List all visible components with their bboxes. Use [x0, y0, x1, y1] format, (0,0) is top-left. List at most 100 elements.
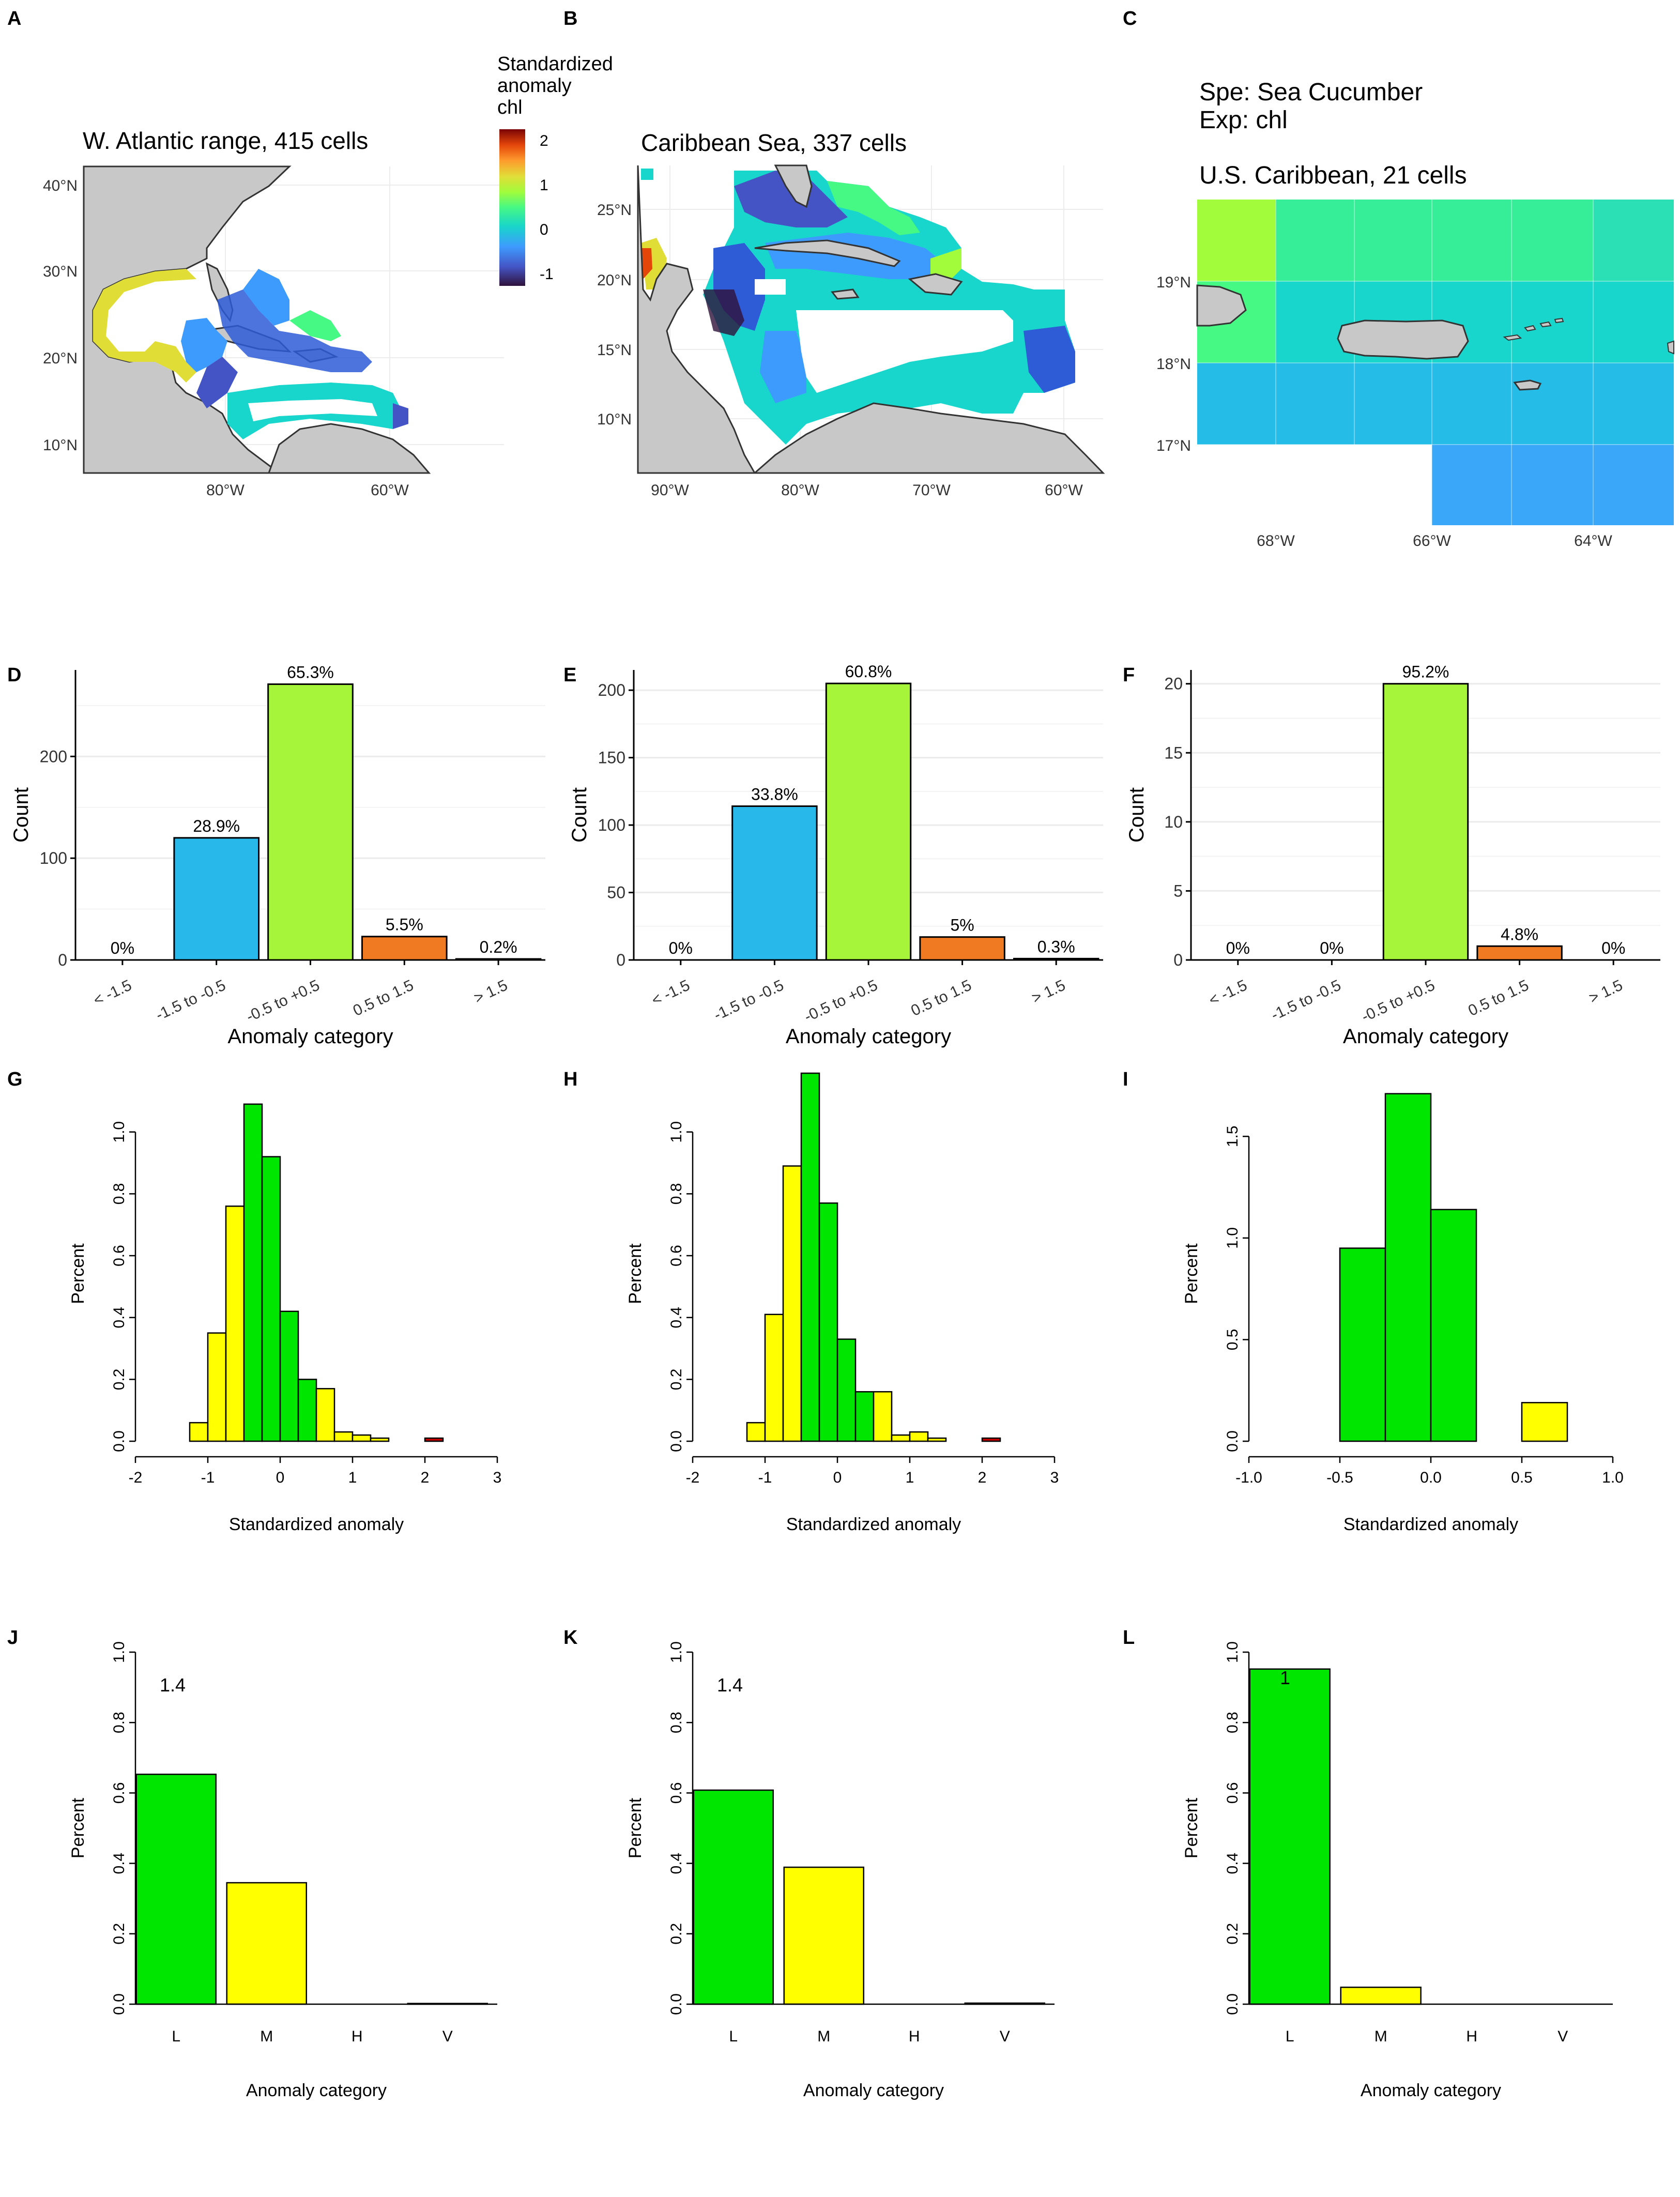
map-c-xtick: 68°W — [1257, 532, 1295, 550]
histogram-bin — [1430, 1209, 1477, 1442]
x-axis-title: Standardized anomaly — [1343, 1515, 1518, 1534]
y-tick-label: 0.4 — [1224, 1853, 1241, 1874]
panel-letter-h: H — [563, 1069, 577, 1090]
bar-percent-label: 0% — [1320, 939, 1343, 957]
legend-tick: 0 — [540, 221, 548, 238]
histogram-bin — [764, 1314, 784, 1442]
map-c-land-culebra — [1524, 325, 1536, 332]
panel-letter-a: A — [7, 8, 21, 29]
category-bar — [783, 1866, 864, 2005]
panel-letter-j: J — [7, 1627, 18, 1649]
map-c-land-east-island — [1667, 340, 1674, 355]
y-tick-label: 0.4 — [668, 1853, 685, 1874]
map-b-land-jamaica — [831, 288, 860, 300]
bar — [1476, 945, 1563, 961]
y-tick-label: 0.4 — [111, 1853, 128, 1874]
histogram-bin — [873, 1391, 893, 1442]
y-axis-title: Percent — [68, 1243, 88, 1304]
histogram-bin — [1339, 1247, 1386, 1442]
x-tick-label: 0.0 — [1420, 1469, 1442, 1486]
bar-percent-label: 5% — [950, 916, 974, 935]
map-b-ytick: 25°N — [597, 202, 632, 219]
x-tick-label: H — [1466, 2028, 1477, 2045]
x-tick-label: M — [1374, 2028, 1387, 2045]
panel-letter-g: G — [7, 1069, 23, 1090]
y-tick-label: 1.0 — [111, 1121, 128, 1143]
legend-tick: 2 — [540, 132, 548, 149]
x-axis-title: Anomaly category — [1343, 1025, 1508, 1048]
x-tick-label: V — [1000, 2028, 1010, 2045]
y-tick-label: 200 — [40, 747, 67, 766]
y-tick-label: 0.6 — [111, 1245, 128, 1267]
x-tick-label: 2 — [978, 1469, 987, 1486]
histogram-bin — [279, 1310, 299, 1442]
x-tick-label: -1.5 to -0.5 — [711, 977, 786, 1024]
map-b-land-south-america — [753, 402, 1105, 474]
histogram-bin — [297, 1379, 317, 1442]
map-b-ytick: 20°N — [597, 272, 632, 289]
x-tick-label: -0.5 to +0.5 — [243, 977, 322, 1025]
bar — [1013, 957, 1099, 961]
map-b-land-florida — [774, 164, 813, 208]
bar-percent-label: 0% — [1601, 939, 1625, 957]
map-c-xtick: 64°W — [1574, 532, 1612, 550]
bar-percent-label: 65.3% — [287, 663, 334, 682]
x-tick-label: < -1.5 — [649, 977, 693, 1009]
x-tick-label: > 1.5 — [1029, 977, 1068, 1006]
x-tick-label: 1 — [348, 1469, 357, 1486]
y-tick-label: 0.4 — [111, 1307, 128, 1329]
bar-percent-label: 33.8% — [751, 785, 798, 804]
y-tick-label: 0.6 — [668, 1782, 685, 1804]
bar — [455, 958, 542, 961]
x-tick-label: 0.5 to 1.5 — [908, 977, 974, 1019]
x-tick-label: -0.5 to +0.5 — [802, 977, 880, 1025]
bar-chart-d: 0 100 200 0% < -1.5 28.9% -1.5 to -0.5 65.3% -0.… — [10, 663, 545, 1048]
legend-tick: -1 — [540, 266, 554, 283]
bar — [919, 936, 1005, 961]
y-tick-label: 0.8 — [1224, 1712, 1241, 1733]
histogram-bin — [261, 1156, 281, 1442]
y-tick-label: 1.5 — [1224, 1125, 1241, 1147]
histogram-bin — [836, 1338, 857, 1442]
bar-percent-label: 60.8% — [845, 662, 892, 681]
category-bar — [693, 1789, 774, 2005]
map-c-land-st-thomas — [1539, 321, 1552, 328]
x-tick-label: -2 — [686, 1469, 700, 1486]
y-axis-title: Percent — [68, 1797, 88, 1858]
y-tick-label: 0.8 — [111, 1183, 128, 1205]
x-tick-label: 0.5 — [1511, 1469, 1533, 1486]
map-a-ytick: 30°N — [43, 263, 78, 280]
x-axis-title: Anomaly category — [246, 2081, 387, 2100]
bar-percent-label: 0% — [669, 939, 693, 957]
bar-percent-label: 0.3% — [1037, 937, 1075, 956]
panel-letter-i: I — [1123, 1069, 1128, 1090]
map-c-ytick: 18°N — [1156, 356, 1191, 373]
y-tick-label: 50 — [607, 883, 625, 902]
x-tick-label: 0 — [833, 1469, 842, 1486]
bar — [731, 805, 818, 961]
x-tick-label: 3 — [1050, 1469, 1059, 1486]
chart-annotation: 1 — [1280, 1667, 1290, 1688]
map-b-land-cuba — [754, 239, 901, 267]
histogram-bin — [782, 1165, 802, 1442]
map-c-land-st-croix — [1513, 379, 1542, 391]
y-tick-label: 1.0 — [1224, 1641, 1241, 1663]
y-tick-label: 5 — [1173, 881, 1183, 900]
panel-letter-f: F — [1123, 664, 1135, 686]
map-b-xtick: 60°W — [1045, 482, 1083, 499]
histogram-g: 0.0 0.2 0.4 0.6 0.8 1.0 -2 -1 0 1 2 3 Standardized a… — [68, 1103, 501, 1534]
y-tick-label: 0.5 — [1224, 1329, 1241, 1351]
category-bar — [226, 1882, 307, 2005]
bar-percent-label: 28.9% — [193, 817, 240, 835]
histogram-bin — [370, 1437, 390, 1442]
x-tick-label: L — [172, 2028, 180, 2045]
bar-percent-label: 0.2% — [480, 938, 517, 956]
y-axis-title: Percent — [1182, 1243, 1201, 1304]
x-tick-label: V — [442, 2028, 453, 2045]
y-tick-label: 150 — [598, 749, 625, 767]
map-c-title: U.S. Caribbean, 21 cells — [1199, 162, 1467, 189]
y-tick-label: 0.4 — [668, 1307, 685, 1329]
x-axis-title: Anomaly category — [803, 2081, 944, 2100]
map-b-title: Caribbean Sea, 337 cells — [641, 129, 907, 156]
